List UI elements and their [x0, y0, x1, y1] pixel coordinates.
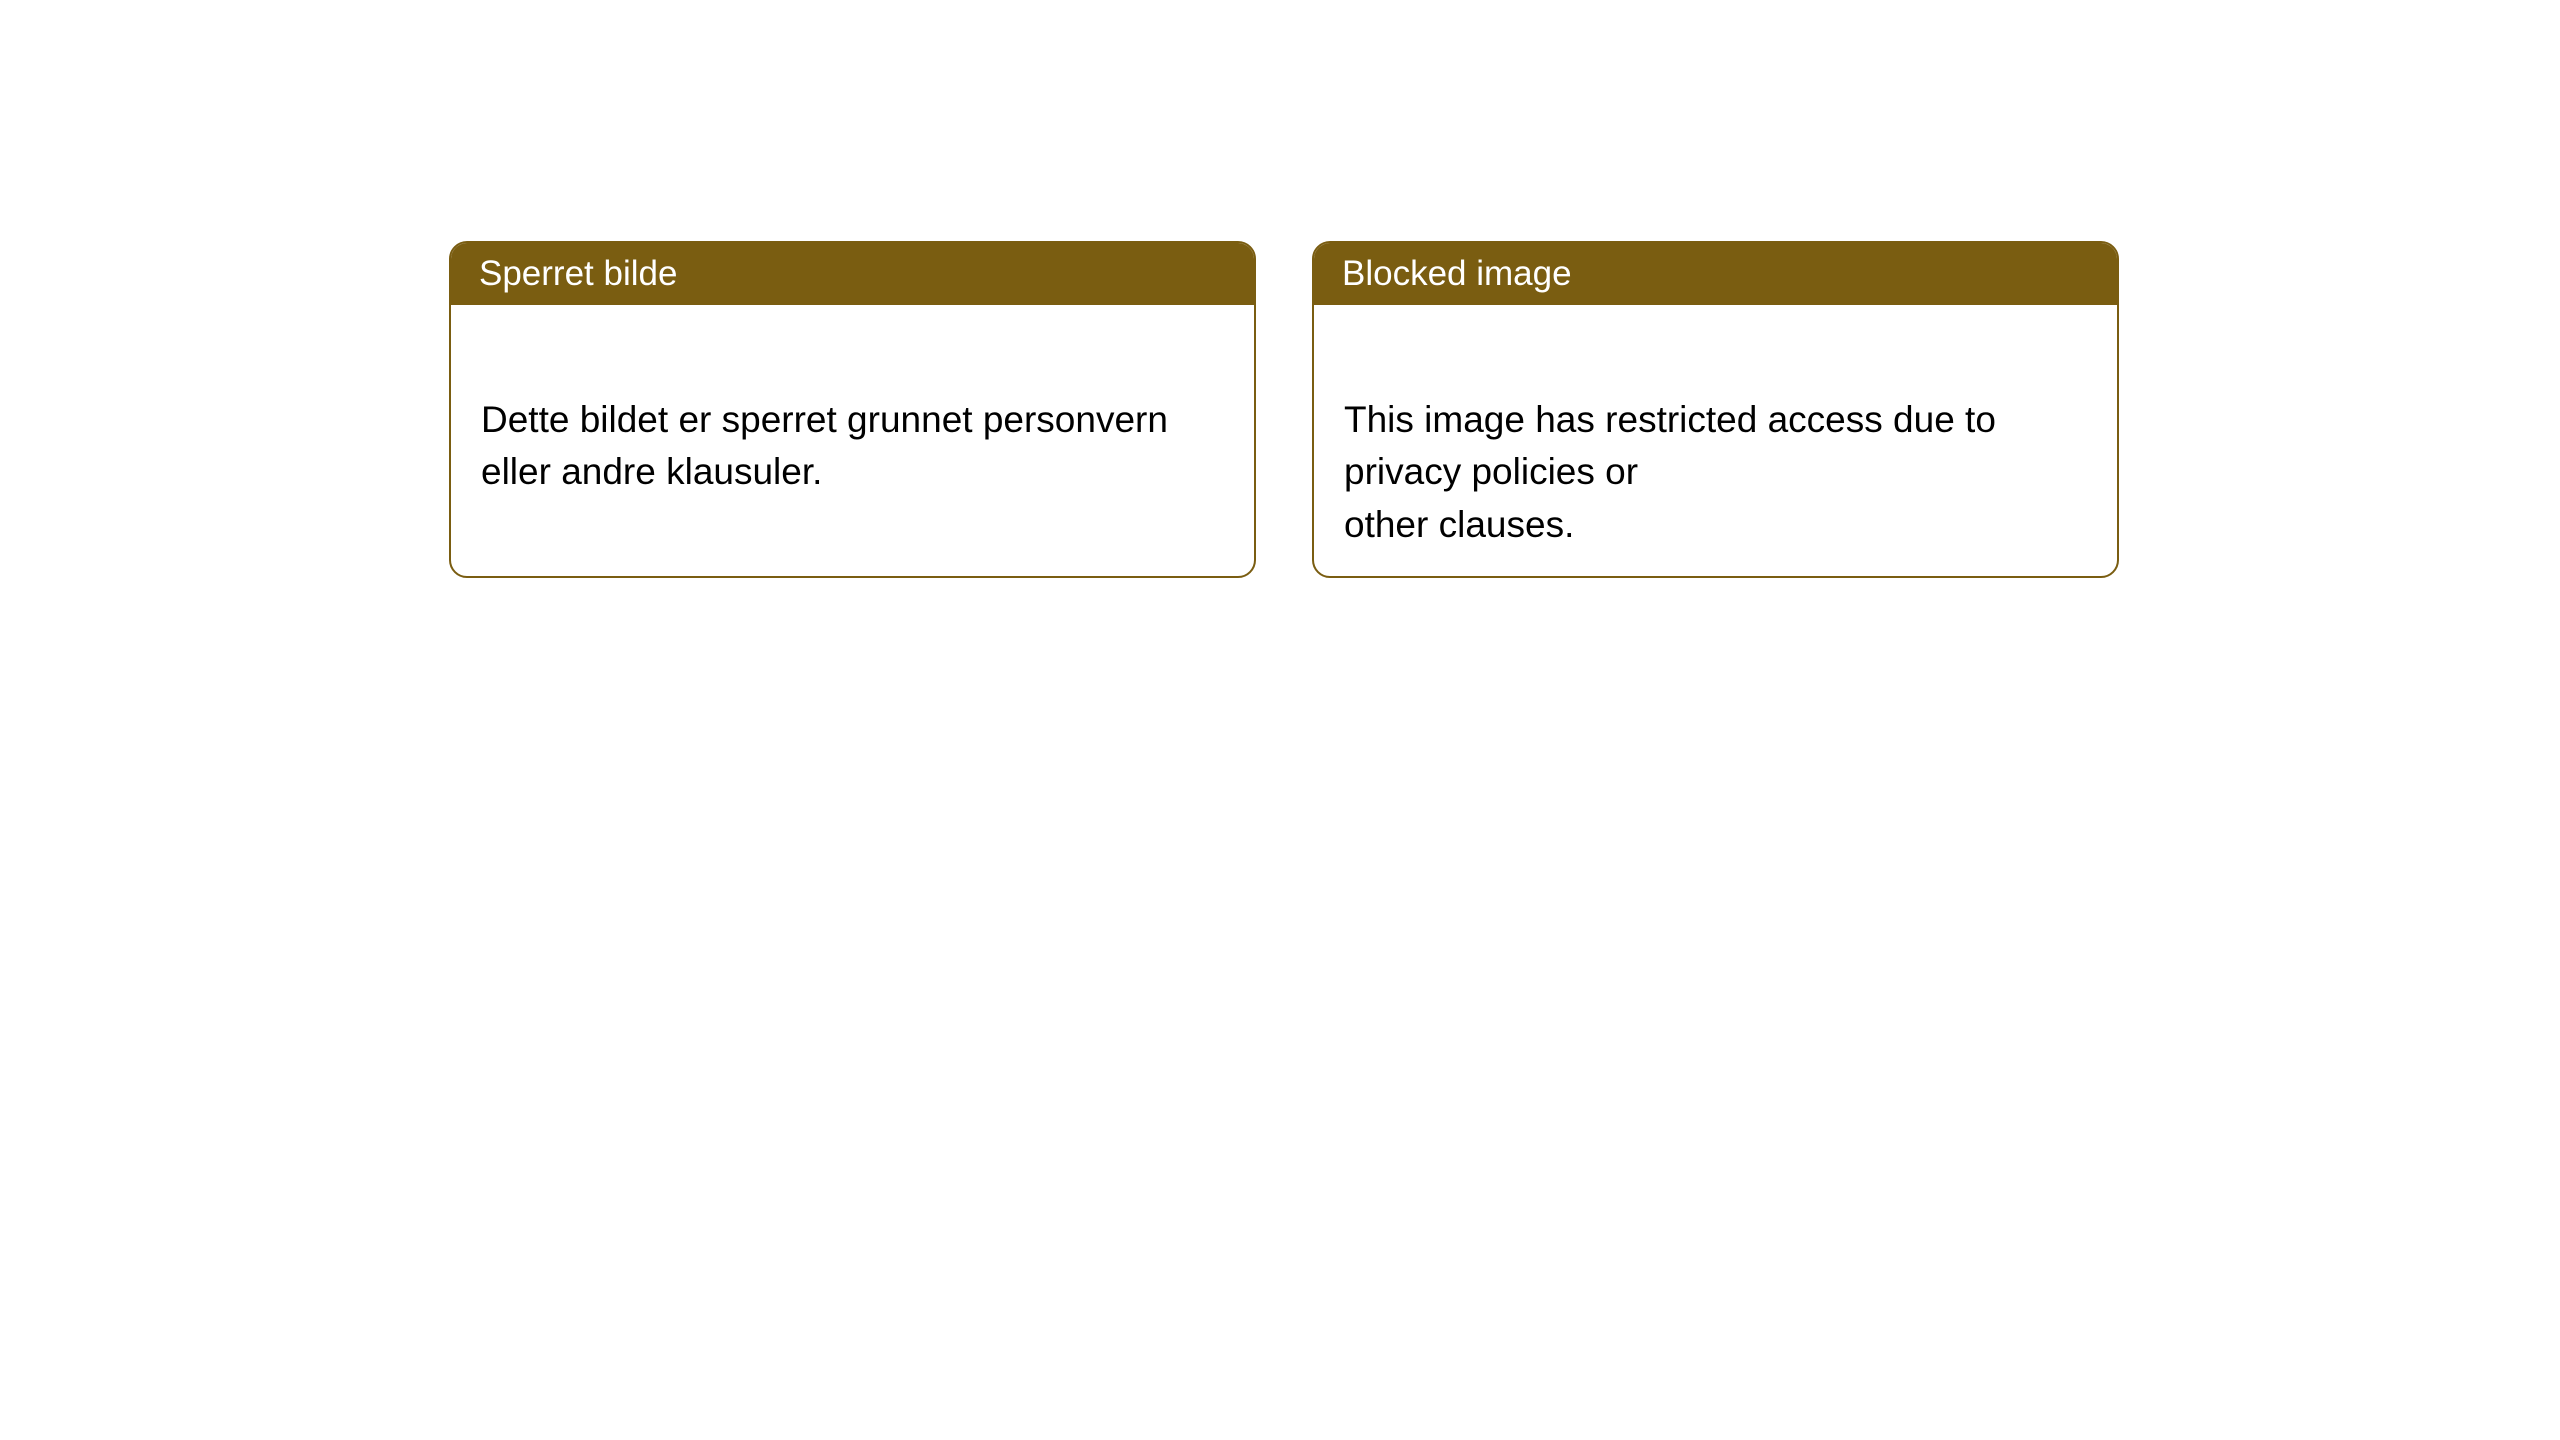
notice-container: Sperret bilde Dette bildet er sperret gr…: [0, 0, 2560, 578]
card-header: Blocked image: [1314, 243, 2117, 305]
card-message: This image has restricted access due to …: [1344, 399, 1996, 545]
card-header: Sperret bilde: [451, 243, 1254, 305]
blocked-image-card-no: Sperret bilde Dette bildet er sperret gr…: [449, 241, 1256, 578]
card-title: Sperret bilde: [479, 254, 677, 293]
card-body: Dette bildet er sperret grunnet personve…: [451, 305, 1254, 535]
card-title: Blocked image: [1342, 254, 1572, 293]
card-body: This image has restricted access due to …: [1314, 305, 2117, 578]
card-message: Dette bildet er sperret grunnet personve…: [481, 399, 1168, 493]
blocked-image-card-en: Blocked image This image has restricted …: [1312, 241, 2119, 578]
